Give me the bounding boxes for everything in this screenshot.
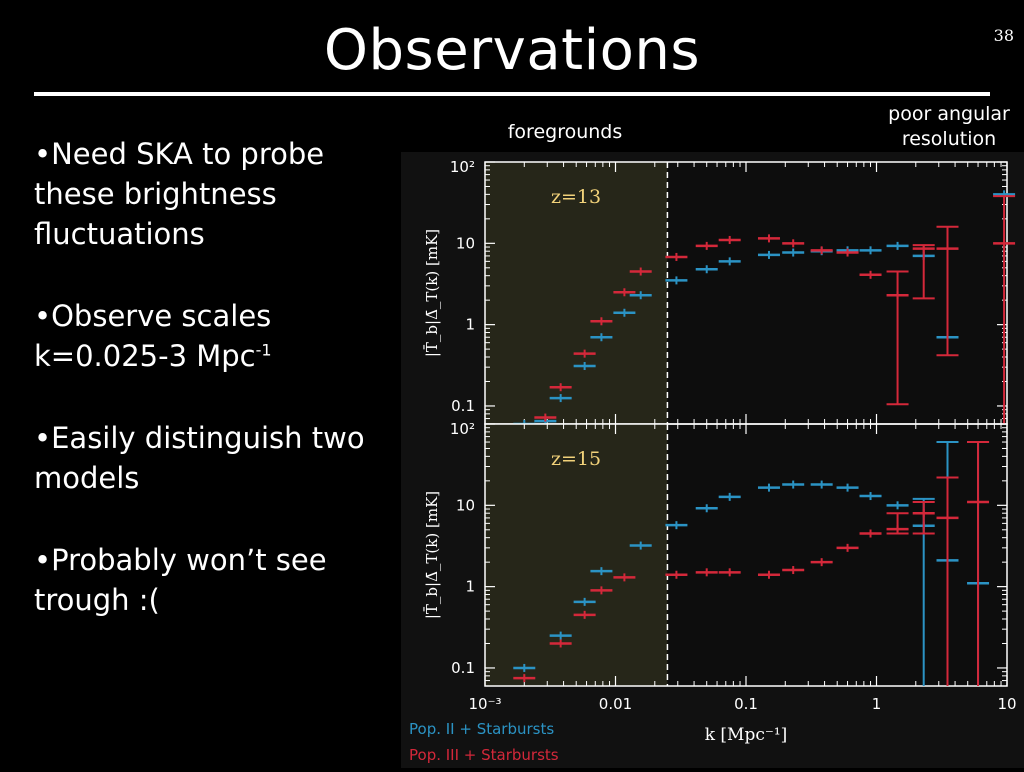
bullet-scales-text: •Observe scales k=0.025-3 Mpc: [34, 299, 272, 373]
title-underline: [34, 92, 990, 96]
panel-1-y-tick-label: 10²: [450, 158, 475, 176]
annotation-angular-line2: resolution: [901, 128, 997, 150]
x-tick-label: 10⁻³: [468, 695, 501, 713]
panel-1-y-tick-label: 1: [465, 316, 475, 334]
panel-2-y-axis-label: |T̄_b|Δ̄_T(k) [mK]: [423, 491, 441, 619]
power-spectrum-chart: 0.1 1 10 10² z=13 |T̄_b|Δ̄_T(k) [mK] 0.1 1 10 10²…: [401, 152, 1024, 768]
slide-title: Observations: [323, 18, 701, 83]
panel-1-foreground-region: [485, 162, 668, 424]
x-tick-label: 10: [997, 695, 1016, 713]
x-axis-label: k [Mpc⁻¹]: [705, 725, 788, 745]
legend-pop3: Pop. III + Starbursts: [409, 746, 559, 764]
panel-1-y-tick-label: 10: [456, 234, 475, 252]
annotation-angular-line1: poor angular: [888, 103, 1010, 125]
legend-pop2: Pop. II + Starbursts: [409, 720, 554, 738]
bullet-scales-superscript: -1: [255, 340, 272, 360]
x-tick-label: 1: [872, 695, 882, 713]
panel-1-redshift-label: z=13: [551, 186, 601, 208]
bullet-trough: •Probably won’t see trough :(: [34, 543, 327, 617]
bullet-ska: •Need SKA to probe these brightness fluc…: [34, 137, 325, 251]
panel-1-y-axis-label: |T̄_b|Δ̄_T(k) [mK]: [423, 229, 441, 357]
panel-1-y-tick-label: 0.1: [451, 397, 475, 415]
bullet-distinguish: •Easily distinguish two models: [34, 421, 365, 495]
x-tick-label: 0.01: [599, 695, 632, 713]
chart-svg: 0.1 1 10 10² z=13 |T̄_b|Δ̄_T(k) [mK] 0.1 1 10 10²…: [409, 158, 1017, 764]
annotation-angular-resolution: poor angular resolution: [874, 102, 1024, 152]
slide-number: 38: [993, 26, 1014, 45]
panel-2-redshift-label: z=15: [551, 448, 601, 470]
bullet-scales: •Observe scales k=0.025-3 Mpc-1: [34, 296, 384, 376]
panel-2-y-tick-label: 10: [456, 496, 475, 514]
panel-2-y-tick-label: 1: [465, 578, 475, 596]
panel-2-foreground-region: [485, 424, 668, 686]
bullet-list: •Need SKA to probe these brightness fluc…: [34, 134, 384, 662]
x-tick-label: 0.1: [734, 695, 758, 713]
panel-2-y-tick-label: 0.1: [451, 659, 475, 677]
panel-2-y-tick-label: 10²: [450, 420, 475, 438]
annotation-foregrounds: foregrounds: [507, 121, 623, 143]
